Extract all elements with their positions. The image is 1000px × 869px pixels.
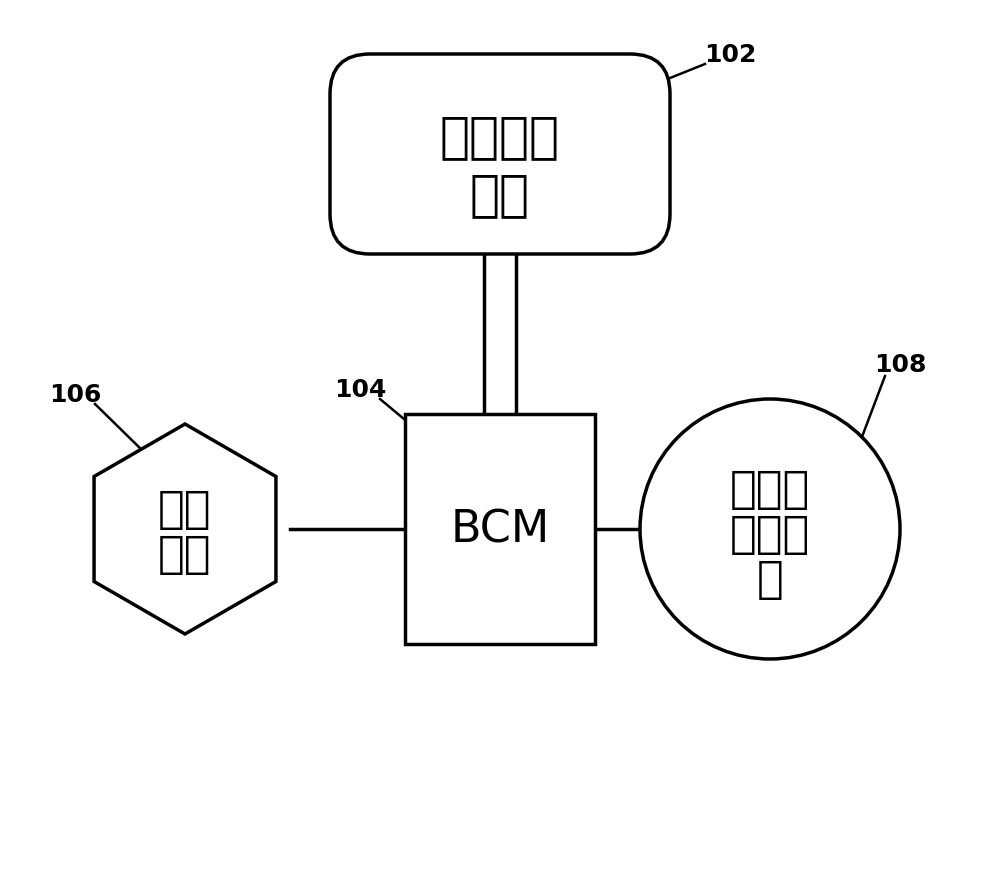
Text: 108: 108: [874, 353, 926, 376]
FancyBboxPatch shape: [330, 55, 670, 255]
Text: 106: 106: [49, 382, 101, 407]
Text: 语音识别: 语音识别: [440, 113, 560, 161]
Text: 统: 统: [757, 558, 783, 600]
Text: 外部照: 外部照: [730, 468, 810, 511]
Bar: [405, 415, 595, 644]
Text: 102: 102: [704, 43, 756, 67]
Text: 组合: 组合: [158, 488, 212, 531]
Text: 系统: 系统: [470, 171, 530, 219]
Text: BCM: BCM: [450, 507, 550, 551]
Text: 开关: 开关: [158, 533, 212, 576]
Text: 104: 104: [334, 377, 386, 401]
Text: 明灯系: 明灯系: [730, 513, 810, 556]
Polygon shape: [94, 425, 276, 634]
Circle shape: [640, 400, 900, 660]
